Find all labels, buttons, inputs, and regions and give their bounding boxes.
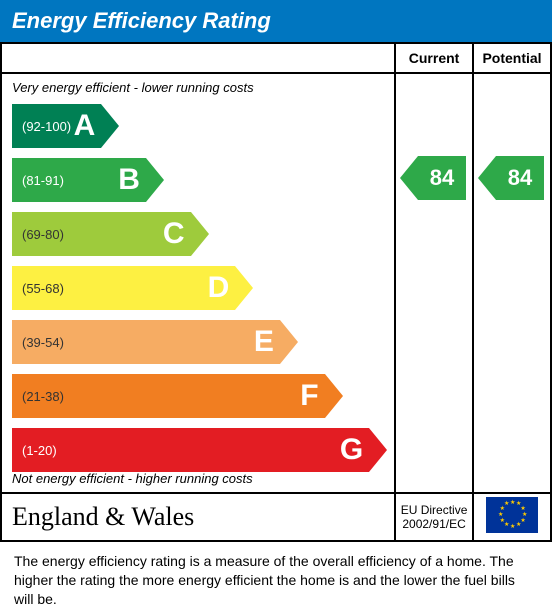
- eu-star-icon: ★: [522, 512, 526, 516]
- band-letter-b: B: [118, 163, 146, 197]
- current-pointer-value: 84: [430, 165, 454, 191]
- band-arrow-d: [235, 266, 253, 310]
- eu-star-icon: ★: [500, 518, 504, 522]
- band-range-e: (39-54): [22, 335, 64, 350]
- band-range-a: (92-100): [22, 119, 71, 134]
- bands-cell: Very energy efficient - lower running co…: [1, 73, 395, 493]
- subtitle-efficient: Very energy efficient - lower running co…: [2, 74, 264, 101]
- band-range-b: (81-91): [22, 173, 64, 188]
- eu-star-icon: ★: [516, 522, 520, 526]
- band-bar-b: (81-91) B: [12, 158, 146, 202]
- eu-star-icon: ★: [520, 518, 524, 522]
- band-arrow-e: [280, 320, 298, 364]
- potential-pointer: 84: [496, 156, 544, 200]
- caption-text: The energy efficiency rating is a measur…: [0, 542, 552, 609]
- eu-star-icon: ★: [510, 524, 514, 528]
- band-row-d: (55-68) D: [12, 264, 384, 312]
- band-bar-f: (21-38) F: [12, 374, 325, 418]
- potential-pointer-value: 84: [508, 165, 532, 191]
- band-bar-c: (69-80) C: [12, 212, 191, 256]
- epc-chart: Energy Efficiency Rating Current Potenti…: [0, 0, 552, 609]
- band-letter-c: C: [163, 217, 191, 251]
- band-bar-d: (55-68) D: [12, 266, 235, 310]
- band-range-f: (21-38): [22, 389, 64, 404]
- eu-directive: EU Directive 2002/91/EC: [395, 493, 473, 541]
- eu-star-icon: ★: [498, 512, 502, 516]
- potential-cell: 84: [473, 73, 551, 493]
- region-label: England & Wales: [1, 493, 395, 541]
- band-row-e: (39-54) E: [12, 318, 384, 366]
- band-range-d: (55-68): [22, 281, 64, 296]
- epc-table: Current Potential Very energy efficient …: [0, 42, 552, 542]
- chart-title: Energy Efficiency Rating: [0, 0, 552, 42]
- current-pointer-arrow-icon: [400, 156, 418, 200]
- band-arrow-f: [325, 374, 343, 418]
- band-arrow-b: [146, 158, 164, 202]
- potential-pointer-arrow-icon: [478, 156, 496, 200]
- band-letter-e: E: [254, 325, 280, 359]
- band-row-c: (69-80) C: [12, 210, 384, 258]
- band-arrow-a: [101, 104, 119, 148]
- current-cell: 84: [395, 73, 473, 493]
- eu-star-icon: ★: [504, 501, 508, 505]
- band-bar-e: (39-54) E: [12, 320, 280, 364]
- band-letter-f: F: [300, 379, 324, 413]
- band-arrow-g: [369, 428, 387, 472]
- band-row-a: (92-100)A: [12, 102, 384, 150]
- eu-flag-cell: ★★★★★★★★★★★★: [473, 493, 551, 541]
- bands-column-header: [1, 43, 395, 73]
- eu-star-icon: ★: [500, 506, 504, 510]
- eu-star-icon: ★: [510, 500, 514, 504]
- potential-header: Potential: [473, 43, 551, 73]
- directive-line2: 2002/91/EC: [402, 517, 465, 531]
- eu-star-icon: ★: [516, 501, 520, 505]
- band-row-f: (21-38) F: [12, 372, 384, 420]
- eu-flag-icon: ★★★★★★★★★★★★: [486, 497, 538, 533]
- band-letter-d: D: [208, 271, 236, 305]
- current-pointer: 84: [418, 156, 466, 200]
- subtitle-inefficient: Not energy efficient - higher running co…: [2, 465, 263, 492]
- band-bar-a: (92-100)A: [12, 104, 101, 148]
- band-arrow-c: [191, 212, 209, 256]
- current-header: Current: [395, 43, 473, 73]
- band-range-g: (1-20): [22, 443, 57, 458]
- eu-star-icon: ★: [520, 506, 524, 510]
- band-letter-a: A: [74, 109, 102, 143]
- band-row-b: (81-91) B: [12, 156, 384, 204]
- band-range-c: (69-80): [22, 227, 64, 242]
- band-letter-g: G: [340, 433, 369, 467]
- bands-wrap: (92-100)A (81-91) B (69-80) C (55-68) D (39-54)…: [12, 102, 384, 480]
- directive-line1: EU Directive: [401, 503, 468, 517]
